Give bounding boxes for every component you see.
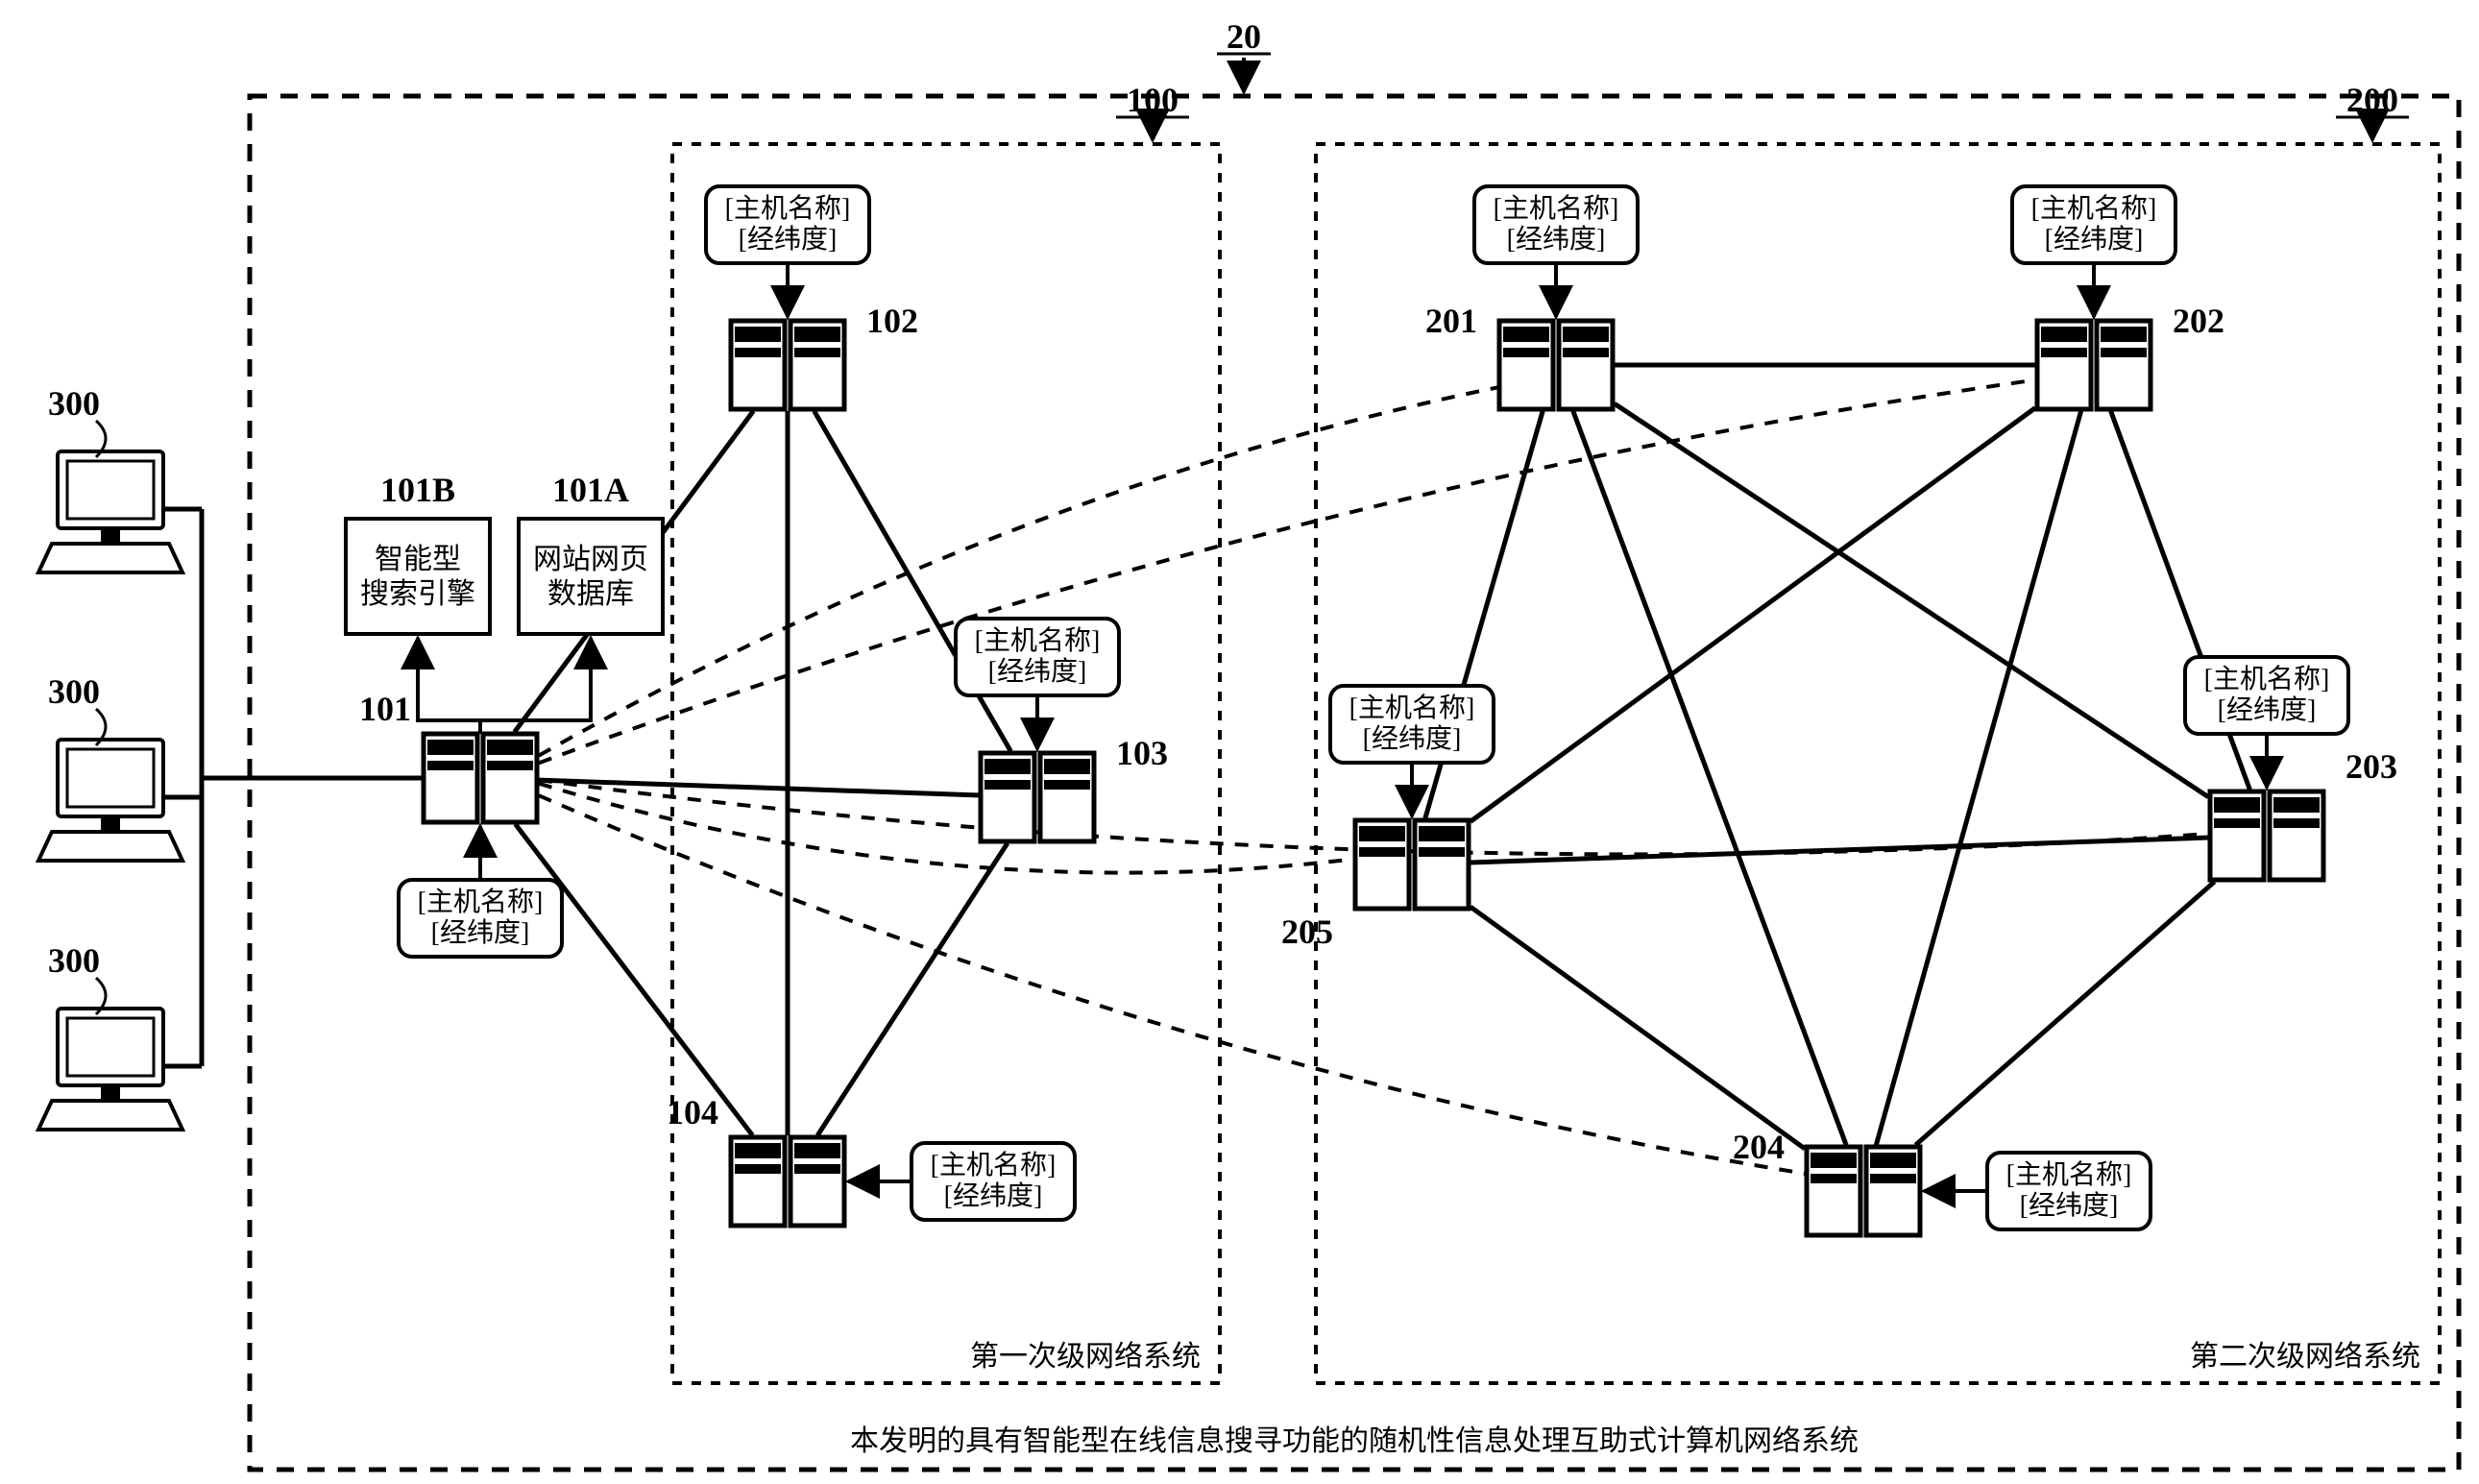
svg-text:200: 200 [2346,81,2398,119]
svg-text:[主机名称]: [主机名称] [931,1150,1057,1180]
svg-text:202: 202 [2173,302,2224,340]
svg-text:[主机名称]: [主机名称] [975,625,1101,656]
server-icon [1355,820,1469,909]
server-icon [731,321,844,409]
server-icon [1807,1147,1920,1235]
link-solid [516,824,753,1135]
svg-text:[主机名称]: [主机名称] [725,193,851,224]
svg-text:网站网页: 网站网页 [533,544,648,575]
svg-text:[主机名称]: [主机名称] [2031,193,2157,224]
server-icon [2210,791,2323,880]
link-dashed [539,795,1805,1174]
link-solid [1915,882,2214,1145]
link-solid [814,411,1011,751]
pc-icon [38,740,182,861]
svg-text:204: 204 [1733,1128,1785,1166]
server-icon [981,753,1094,841]
svg-text:[经纬度]: [经纬度] [988,656,1087,687]
svg-text:[经纬度]: [经纬度] [431,917,530,948]
svg-text:[主机名称]: [主机名称] [1494,193,1619,224]
link-dashed [539,784,1353,873]
server-icon [2037,321,2151,409]
svg-text:101: 101 [359,690,411,728]
svg-text:[经纬度]: [经纬度] [739,224,838,255]
svg-text:[经纬度]: [经纬度] [2218,694,2317,725]
svg-text:100: 100 [1127,81,1179,119]
server-icon [731,1137,844,1226]
svg-text:205: 205 [1281,912,1333,951]
svg-text:[主机名称]: [主机名称] [1349,693,1475,723]
svg-text:[经纬度]: [经纬度] [1363,723,1462,754]
link-solid [1876,411,2080,1145]
svg-text:[经纬度]: [经纬度] [2045,224,2144,255]
svg-text:203: 203 [2345,747,2397,786]
svg-text:智能型: 智能型 [375,544,461,575]
svg-text:第二次级网络系统: 第二次级网络系统 [2190,1341,2420,1373]
svg-text:[经纬度]: [经纬度] [1507,224,1606,255]
svg-text:第一次级网络系统: 第一次级网络系统 [970,1341,1201,1373]
svg-text:300: 300 [48,941,100,980]
svg-text:[经纬度]: [经纬度] [2020,1190,2119,1221]
pc-icon [38,451,182,572]
svg-text:[经纬度]: [经纬度] [944,1180,1043,1211]
module-box [519,519,663,634]
svg-text:104: 104 [667,1093,718,1131]
link-solid [1470,408,2035,822]
svg-text:本发明的具有智能型在线信息搜寻功能的随机性信息处理互助式计算: 本发明的具有智能型在线信息搜寻功能的随机性信息处理互助式计算机网络系统 [850,1425,1859,1457]
link-solid [1470,907,1805,1149]
server-icon [424,734,537,822]
svg-text:300: 300 [48,672,100,711]
module-box [346,519,490,634]
pc-icon [38,1009,182,1130]
svg-text:101B: 101B [380,471,455,509]
svg-text:数据库: 数据库 [547,578,634,610]
svg-text:102: 102 [866,302,918,340]
svg-text:103: 103 [1116,734,1168,772]
server-icon [1499,321,1613,409]
link-solid [817,843,1008,1135]
link-solid [1615,403,2208,796]
svg-text:[主机名称]: [主机名称] [2204,664,2330,694]
link-solid [1573,411,1846,1145]
svg-text:300: 300 [48,384,100,423]
svg-text:搜索引擎: 搜索引擎 [360,578,475,610]
svg-text:20: 20 [1227,17,1261,56]
svg-text:[主机名称]: [主机名称] [418,887,544,917]
svg-text:[主机名称]: [主机名称] [2006,1159,2132,1190]
link-solid [539,780,979,795]
diagram-canvas: 20 本发明的具有智能型在线信息搜寻功能的随机性信息处理互助式计算机网络系统 100… [0,0,2479,1484]
svg-text:201: 201 [1425,302,1477,340]
svg-text:101A: 101A [552,471,629,509]
